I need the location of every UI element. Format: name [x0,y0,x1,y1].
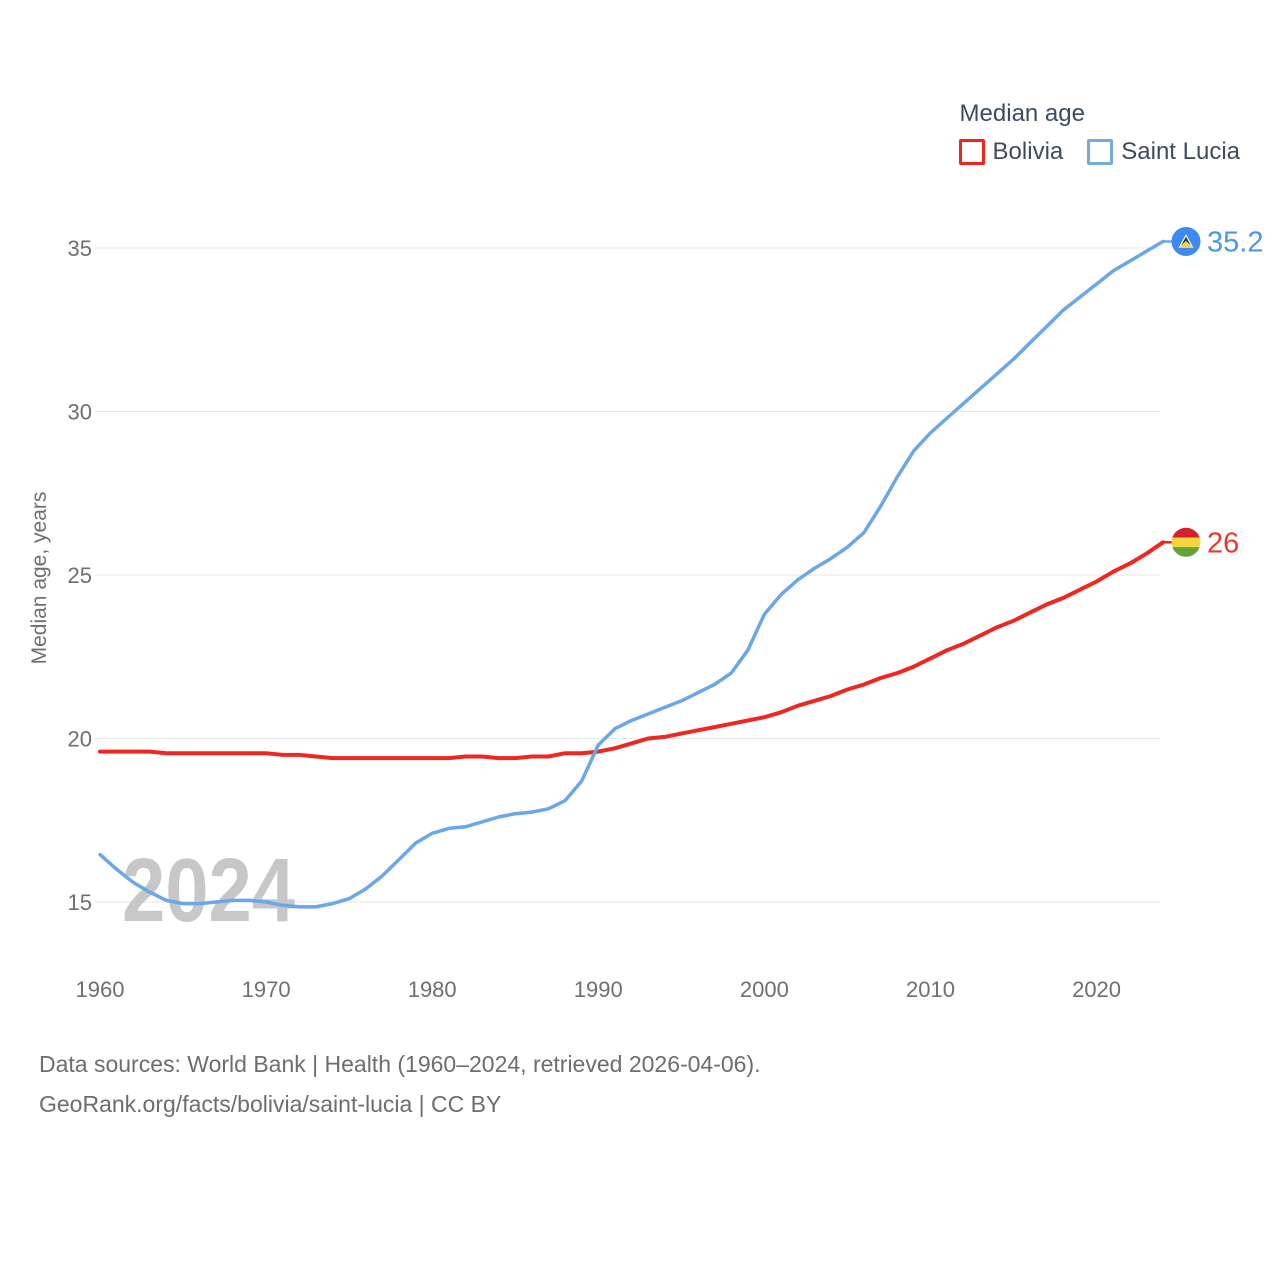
legend-item-saint-lucia[interactable]: Saint Lucia [1087,138,1240,166]
svg-text:35: 35 [68,236,92,261]
legend-item-bolivia[interactable]: Bolivia [958,138,1064,166]
svg-text:1970: 1970 [242,977,291,1002]
x-axis-tick-labels: 1960 1970 1980 1990 2000 2010 2020 [76,977,1122,1002]
gridlines [95,247,1160,903]
svg-text:25: 25 [68,563,92,588]
y-axis-tick-labels: 15 20 25 30 35 [68,236,92,915]
saint-lucia-line [98,239,1165,909]
saint-lucia-flag-icon [1171,226,1201,256]
svg-text:1980: 1980 [408,977,457,1002]
svg-text:15: 15 [68,890,92,915]
legend-items: Bolivia Saint Lucia [958,138,1240,166]
bolivia-end-value-label: 26 [1207,527,1239,559]
saint-lucia-color-swatch-icon [1087,139,1114,165]
bolivia-color-swatch-icon [958,139,985,165]
svg-text:2000: 2000 [740,977,789,1002]
svg-text:2020: 2020 [1072,977,1121,1002]
svg-text:1990: 1990 [574,977,623,1002]
series-lines [98,239,1165,909]
svg-text:30: 30 [68,400,92,425]
svg-text:2010: 2010 [906,977,955,1002]
chart-footer: Data sources: World Bank | Health (1960–… [39,1044,761,1124]
chart-legend: Median age Bolivia Saint Lucia [958,100,1240,166]
bolivia-flag-icon [1171,527,1201,557]
saint-lucia-end-value-label: 35.2 [1207,226,1263,258]
legend-label-saint-lucia: Saint Lucia [1121,138,1240,165]
y-axis-title: Median age, years [28,492,51,665]
svg-text:1960: 1960 [76,977,125,1002]
source-url-text: GeoRank.org/facts/bolivia/saint-lucia | … [39,1091,502,1117]
bolivia-line [98,540,1165,761]
data-sources-text: Data sources: World Bank | Health (1960–… [39,1051,761,1077]
legend-title: Median age [959,100,1085,127]
legend-label-bolivia: Bolivia [992,138,1064,165]
svg-text:20: 20 [68,727,92,752]
